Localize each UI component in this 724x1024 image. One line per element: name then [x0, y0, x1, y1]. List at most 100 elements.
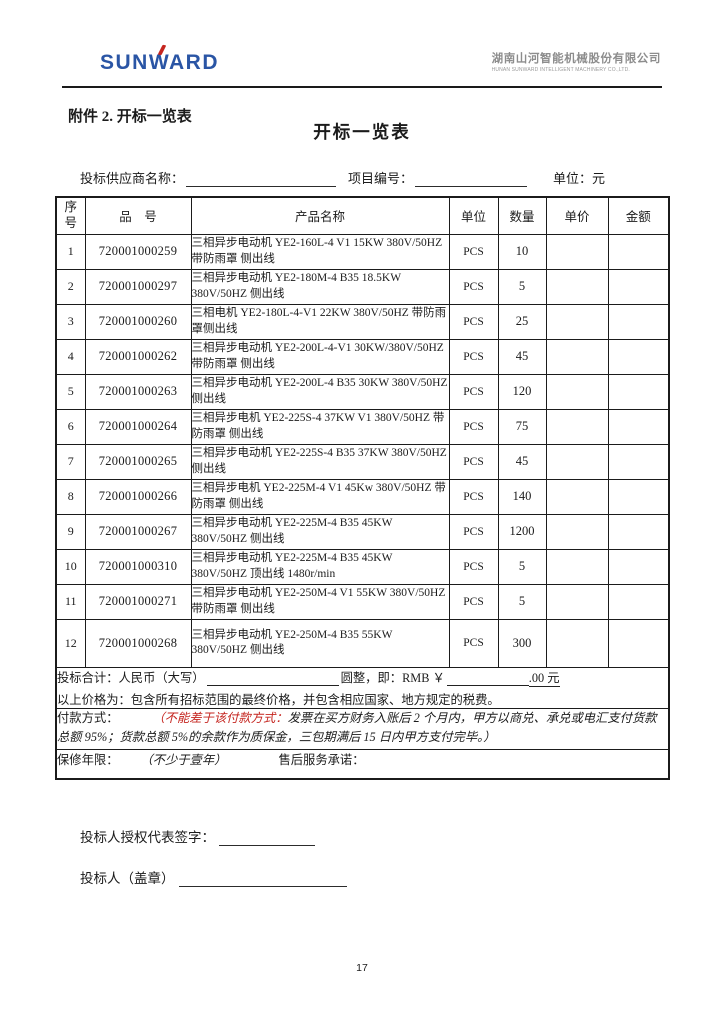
serial-cell: 8: [55, 478, 86, 515]
unit-cell: PCS: [448, 233, 499, 270]
currency-unit-label: 单位：元: [553, 171, 606, 186]
bid-total-line: 投标合计：人民币（大写） 圆整，即：RMB ￥ .00 元: [57, 668, 668, 687]
product-name-cell: 三相异步电机 YE2-225S-4 37KW V1 380V/50HZ 带防雨罩…: [190, 408, 450, 445]
col-product-name: 产品名称: [190, 196, 450, 235]
serial-cell: 11: [55, 583, 86, 620]
col-serial: 序号: [55, 196, 86, 235]
unit-price-cell: [545, 233, 609, 270]
item-no-cell: 720001000260: [84, 303, 192, 340]
table-row: 2 720001000297 三相异步电动机 YE2-180M-4 B35 18.5…: [55, 268, 670, 305]
price-note: 以上价格为：包含所有招标范围的最终价格，并包含相应国家、地方规定的税费。: [57, 692, 500, 707]
product-name-cell: 三相异步电机 YE2-225M-4 V1 45Kw 380V/50HZ 带防雨罩…: [190, 478, 450, 515]
project-no-label: 项目编号：: [348, 171, 414, 186]
unit-price-cell: [545, 478, 609, 515]
serial-cell: 10: [55, 548, 86, 585]
bid-total-section: 投标合计：人民币（大写） 圆整，即：RMB ￥ .00 元 以上价格为：包含所有招标…: [55, 666, 670, 709]
unit-cell: PCS: [448, 548, 499, 585]
product-name-cell: 三相异步电动机 YE2-250M-4 B35 55KW 380V/50HZ 侧出…: [190, 618, 450, 668]
item-no-cell: 720001000259: [84, 233, 192, 270]
product-name-cell: 三相异步电动机 YE2-160L-4 V1 15KW 380V/50HZ 带防雨…: [190, 233, 450, 270]
serial-cell: 1: [55, 233, 86, 270]
table-row: 11 720001000271 三相异步电动机 YE2-250M-4 V1 55KW…: [55, 583, 670, 620]
rep-signature-row: 投标人授权代表签字：: [80, 826, 347, 867]
total-prefix: 投标合计：人民币（大写）: [57, 670, 205, 685]
item-no-cell: 720001000267: [84, 513, 192, 550]
page-number: 17: [356, 962, 368, 974]
unit-price-cell: [545, 443, 609, 480]
qty-cell: 5: [497, 268, 547, 305]
table-row: 5 720001000263 三相异步电动机 YE2-200L-4 B35 30KW…: [55, 373, 670, 410]
amount-cell: [607, 233, 670, 270]
unit-price-cell: [545, 548, 609, 585]
col-unit-price: 单价: [545, 196, 609, 235]
unit-price-cell: [545, 513, 609, 550]
serial-cell: 9: [55, 513, 86, 550]
table-row: 12 720001000268 三相异步电动机 YE2-250M-4 B35 55K…: [55, 618, 670, 668]
bid-opening-table: 序号 品 号 产品名称 单位 数量 单价 金额 1 720001000259 三相异…: [55, 196, 670, 780]
amount-cell: [607, 548, 670, 585]
qty-cell: 5: [497, 548, 547, 585]
sunward-logo: SUNWARD: [100, 44, 219, 75]
item-no-cell: 720001000310: [84, 548, 192, 585]
product-name-cell: 三相异步电动机 YE2-250M-4 V1 55KW 380V/50HZ 带防雨…: [190, 583, 450, 620]
col-amount: 金额: [607, 196, 670, 235]
unit-cell: PCS: [448, 583, 499, 620]
product-name-cell: 三相异步电动机 YE2-200L-4 B35 30KW 380V/50HZ 侧出…: [190, 373, 450, 410]
serial-cell: 7: [55, 443, 86, 480]
unit-cell: PCS: [448, 513, 499, 550]
amount-cell: [607, 373, 670, 410]
unit-price-cell: [545, 373, 609, 410]
qty-cell: 10: [497, 233, 547, 270]
qty-cell: 75: [497, 408, 547, 445]
project-no-blank: [415, 172, 528, 187]
rep-signature-blank: [219, 831, 315, 846]
total-amount-blank: [446, 672, 529, 686]
company-block: 湖南山河智能机械股份有限公司 HUNAN SUNWARD INTELLIGENT…: [492, 50, 661, 73]
company-name-cn: 湖南山河智能机械股份有限公司: [491, 53, 661, 65]
item-no-cell: 720001000297: [84, 268, 192, 305]
table-row: 4 720001000262 三相异步电动机 YE2-200L-4-V1 30KW/…: [55, 338, 670, 375]
item-no-cell: 720001000271: [84, 583, 192, 620]
table-footer-sections: 投标合计：人民币（大写） 圆整，即：RMB ￥ .00 元 以上价格为：包含所有招标…: [55, 666, 670, 779]
company-name-en: HUNAN SUNWARD INTELLIGENT MACHINERY CO.,…: [491, 67, 630, 73]
item-no-cell: 720001000268: [84, 618, 192, 668]
after-sales-label: 售后服务承诺：: [278, 752, 365, 767]
qty-cell: 25: [497, 303, 547, 340]
warranty-value: （不少于壹年）: [146, 752, 227, 767]
qty-cell: 300: [497, 618, 547, 668]
qty-cell: 45: [497, 338, 547, 375]
bidder-seal-row: 投标人（盖章）: [80, 867, 347, 908]
supplier-name-blank: [186, 172, 337, 187]
amount-cell: [607, 443, 670, 480]
bidder-seal-label: 投标人（盖章）: [80, 871, 175, 886]
total-mid: 圆整，即：RMB ￥: [340, 670, 445, 685]
item-no-cell: 720001000263: [84, 373, 192, 410]
payment-label: 付款方式：: [57, 710, 119, 725]
amount-cell: [607, 583, 670, 620]
table-row: 6 720001000264 三相异步电机 YE2-225S-4 37KW V1 3…: [55, 408, 670, 445]
warranty-section: 保修年限： （不少于壹年） 售后服务承诺：: [55, 748, 670, 779]
col-quantity: 数量: [497, 196, 547, 235]
table-row: 8 720001000266 三相异步电机 YE2-225M-4 V1 45Kw 3…: [55, 478, 670, 515]
payment-terms-text: 发票在买方财务入账后 2 个月内，甲方以商兑、承兑或电汇支付货款总额 95%；货…: [57, 710, 657, 745]
col-item-no: 品 号: [84, 196, 192, 235]
sunward-logo-text: SUNWARD: [100, 51, 219, 74]
product-name-cell: 三相电机 YE2-180L-4-V1 22KW 380V/50HZ 带防雨罩侧出…: [190, 303, 450, 340]
unit-price-cell: [545, 268, 609, 305]
serial-cell: 6: [55, 408, 86, 445]
table-row: 1 720001000259 三相异步电动机 YE2-160L-4 V1 15KW …: [55, 233, 670, 270]
unit-cell: PCS: [448, 338, 499, 375]
unit-price-cell: [545, 408, 609, 445]
unit-price-cell: [545, 583, 609, 620]
meta-row: 投标供应商名称： 项目编号： 单位：元: [80, 168, 605, 187]
rep-signature-label: 投标人授权代表签字：: [80, 830, 215, 845]
unit-cell: PCS: [448, 408, 499, 445]
attachment-label: 附件 2. 开标一览表: [68, 109, 192, 125]
serial-cell: 5: [55, 373, 86, 410]
total-words-blank: [206, 672, 339, 686]
qty-cell: 45: [497, 443, 547, 480]
page-title: 开标一览表: [313, 122, 411, 142]
unit-cell: PCS: [448, 478, 499, 515]
table-row: 3 720001000260 三相电机 YE2-180L-4-V1 22KW 380…: [55, 303, 670, 340]
header-divider: [62, 86, 662, 88]
